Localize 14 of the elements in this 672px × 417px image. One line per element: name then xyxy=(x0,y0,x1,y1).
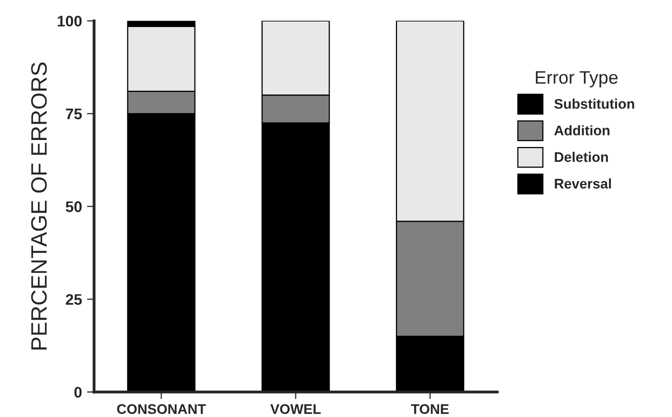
y-tick-label: 100 xyxy=(58,16,82,27)
x-tick-label: VOWEL xyxy=(270,404,321,414)
legend-label: Deletion xyxy=(554,152,608,162)
y-tick-label: 0 xyxy=(74,386,82,398)
y-tick-label: 75 xyxy=(66,108,82,120)
legend-label: Reversal xyxy=(554,178,611,189)
x-tick-label: TONE xyxy=(411,404,449,414)
legend-label: Substitution xyxy=(554,98,634,109)
y-tick-label: 50 xyxy=(66,201,82,212)
legend-label: Addition xyxy=(554,125,610,136)
x-tick-label: CONSONANT xyxy=(117,404,206,414)
y-axis-title: PERCENTAGE OF ERRORS xyxy=(31,62,47,350)
y-tick-label: 25 xyxy=(66,294,82,305)
legend-title: Error Type xyxy=(536,71,618,88)
